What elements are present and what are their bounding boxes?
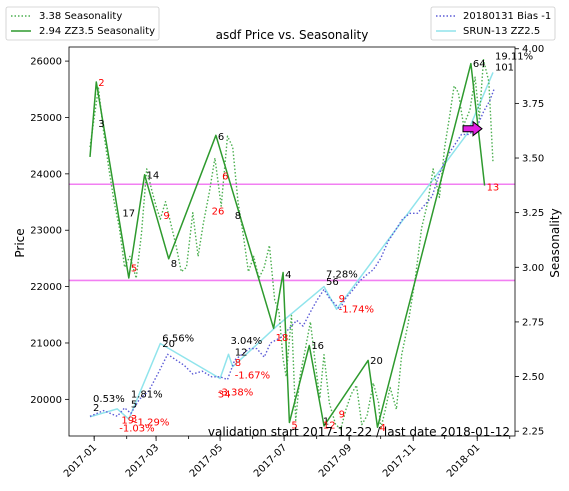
y2-tick-label-6: 3.75 xyxy=(522,99,544,110)
swing-label-13: 5 xyxy=(291,421,297,432)
pct-label-8: 7.28% xyxy=(326,270,358,281)
legend-left-label-1: 2.94 ZZ3.5 Seasonality xyxy=(39,26,155,37)
series-line-2 xyxy=(89,89,495,417)
pct-label-6: 3.04% xyxy=(231,336,263,347)
swing-label-14: 16 xyxy=(311,341,324,352)
plot-frame xyxy=(68,46,516,437)
price-label-0: 2 xyxy=(93,403,99,414)
swing-label-5: 9 xyxy=(163,211,169,222)
y-tick-label-2: 22000 xyxy=(30,282,62,293)
marker-layer xyxy=(462,120,483,137)
y-tick-label-4: 24000 xyxy=(30,169,62,180)
y2-tick-label-0: 2.25 xyxy=(522,427,544,438)
swing-label-0: 2 xyxy=(98,78,104,89)
swing-label-21: 13 xyxy=(487,182,500,193)
y2-tick-label-5: 3.50 xyxy=(522,154,544,165)
legend-left: 3.38 Seasonality 2.94 ZZ3.5 Seasonality xyxy=(5,6,160,41)
series-layer xyxy=(89,59,495,430)
y2-axis: 2.25 2.50 2.75 3.00 3.25 3.50 3.75 4.00 xyxy=(515,44,544,438)
pct-label-1: -1.03% xyxy=(119,424,154,435)
price-label-6: 12 xyxy=(235,347,248,358)
y-axis: 20000 21000 22000 23000 24000 25000 26000 xyxy=(30,57,69,406)
price-label-5: 34 xyxy=(218,390,231,401)
y2-tick-label-1: 2.50 xyxy=(522,372,544,383)
pct-label-3: -1.29% xyxy=(134,417,169,428)
swing-label-2: 17 xyxy=(122,209,135,220)
price-label-10: 101 xyxy=(495,63,514,74)
swing-label-3: 5 xyxy=(131,263,137,274)
pct-label-0: 0.53% xyxy=(93,394,125,405)
series-line-1 xyxy=(89,62,486,429)
bias-marker-arrow xyxy=(462,120,483,137)
chart-title: asdf Price vs. Seasonality xyxy=(216,28,369,42)
pct-label-9: -1.74% xyxy=(339,305,374,316)
swing-label-7: 6 xyxy=(218,132,224,143)
price-label-9: 9 xyxy=(339,294,345,305)
pct-label-5: -3.38% xyxy=(218,387,253,398)
y2-axis-label: Seasonality xyxy=(548,208,562,277)
swing-label-10: 8 xyxy=(235,211,241,222)
legend-right-label-0: 20180131 Bias -1 xyxy=(463,11,551,22)
swing-label-1: 3 xyxy=(98,119,104,130)
y-axis-label: Price xyxy=(13,228,27,257)
y-tick-label-3: 23000 xyxy=(30,226,62,237)
legend-right: 20180131 Bias -1 SRUN-13 ZZ2.5 xyxy=(430,6,556,41)
pct-label-4: 6.56% xyxy=(162,333,194,344)
swing-label-19: 4 xyxy=(380,423,386,434)
swing-label-15: 1 xyxy=(323,416,329,427)
swing-label-4: 14 xyxy=(147,170,160,181)
y2-tick-label-4: 3.25 xyxy=(522,208,544,219)
swing-label-12: 18 xyxy=(276,333,289,344)
pct-label-7: -1.67% xyxy=(235,371,270,382)
series-line-3 xyxy=(89,72,494,420)
y-tick-label-1: 21000 xyxy=(30,338,62,349)
price-label-1: 19 xyxy=(121,416,134,427)
swing-label-18: 20 xyxy=(370,356,383,367)
y2-tick-label-7: 4.00 xyxy=(522,44,544,55)
y-tick-label-6: 26000 xyxy=(30,57,62,68)
y2-tick-label-2: 2.75 xyxy=(522,317,544,328)
swing-label-9: 26 xyxy=(212,206,225,217)
validation-annotation: validation start 2017-12-22 / last date … xyxy=(208,425,510,439)
price-label-7: 8 xyxy=(235,358,241,369)
swing-label-8: 6 xyxy=(222,172,228,183)
pct-label-2: 1.81% xyxy=(131,390,163,401)
legend-left-label-0: 3.38 Seasonality xyxy=(39,11,122,22)
price-label-3: 3 xyxy=(131,414,137,425)
price-label-8: 56 xyxy=(326,277,339,288)
swing-label-6: 8 xyxy=(171,259,177,270)
swing-label-20: 64 xyxy=(473,59,486,70)
swing-label-16: 12 xyxy=(323,421,336,432)
pct-label-10: 19.11% xyxy=(495,51,533,62)
y2-tick-label-3: 3.00 xyxy=(522,263,544,274)
y-tick-label-5: 25000 xyxy=(30,113,62,124)
price-label-2: 5 xyxy=(131,399,137,410)
swing-label-11: 4 xyxy=(285,270,291,281)
legend-right-label-1: SRUN-13 ZZ2.5 xyxy=(463,26,540,37)
price-label-4: 20 xyxy=(162,339,175,350)
series-line-0 xyxy=(89,59,494,430)
y-tick-label-0: 20000 xyxy=(30,395,62,406)
swing-label-17: 9 xyxy=(339,410,345,421)
